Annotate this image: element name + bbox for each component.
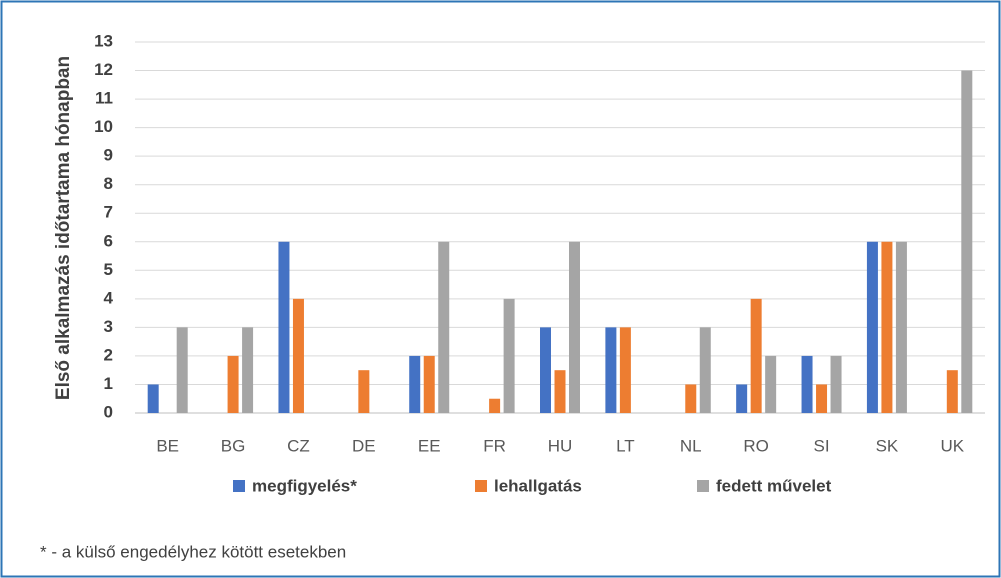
bar (801, 355, 813, 413)
legend-swatch (475, 480, 487, 492)
bar (699, 327, 711, 413)
legend-swatch (697, 480, 709, 492)
y-axis-label: Első alkalmazás időtartama hónapban (53, 56, 74, 400)
legend-swatch (233, 480, 245, 492)
y-tick-label: 0 (104, 402, 113, 421)
y-tick-label: 2 (104, 345, 113, 364)
x-tick-label: BG (221, 436, 246, 455)
bar (489, 398, 501, 413)
x-tick-label: EE (418, 436, 441, 455)
x-tick-label: UK (940, 436, 964, 455)
bar (358, 370, 370, 413)
y-tick-label: 4 (104, 288, 114, 307)
bar (946, 370, 958, 413)
bar (227, 355, 239, 413)
bar (736, 384, 748, 413)
y-tick-label: 10 (94, 117, 113, 136)
bar (147, 384, 159, 413)
bar (765, 355, 777, 413)
bar (176, 327, 188, 413)
y-tick-label: 7 (104, 203, 113, 222)
bar (685, 384, 697, 413)
y-tick-label: 1 (104, 374, 113, 393)
x-tick-label: CZ (287, 436, 310, 455)
y-tick-label: 11 (95, 89, 113, 108)
bar (605, 327, 617, 413)
y-tick-label: 13 (94, 31, 113, 50)
bar (292, 298, 304, 413)
bar (540, 327, 551, 413)
bar (242, 327, 254, 413)
footnote: * - a külső engedélyhez kötött esetekben (40, 542, 346, 561)
bar (554, 370, 566, 413)
bar (503, 298, 515, 413)
x-tick-label: HU (548, 436, 573, 455)
bar (569, 241, 580, 413)
y-tick-label: 3 (104, 317, 113, 336)
bar (619, 327, 631, 413)
bar (895, 241, 907, 413)
x-tick-label: LT (616, 436, 635, 455)
bar (438, 241, 450, 413)
bar (750, 298, 762, 413)
bar (423, 355, 435, 413)
y-tick-label: 5 (104, 260, 113, 279)
bar (881, 241, 893, 413)
x-tick-label: NL (680, 436, 702, 455)
bar (409, 355, 421, 413)
y-tick-label: 6 (104, 231, 113, 250)
bar (816, 384, 828, 413)
bar (961, 70, 973, 414)
y-tick-label: 9 (104, 146, 113, 165)
y-tick-label: 8 (104, 174, 113, 193)
bar (866, 241, 878, 413)
legend-label: megfigyelés* (252, 476, 357, 495)
bar (830, 355, 842, 413)
x-tick-label: SI (814, 436, 830, 455)
y-tick-label: 12 (94, 60, 113, 79)
x-tick-label: BE (156, 436, 179, 455)
legend-label: lehallgatás (494, 476, 582, 495)
x-tick-label: FR (483, 436, 506, 455)
x-tick-label: DE (352, 436, 376, 455)
legend-label: fedett művelet (716, 476, 832, 495)
x-tick-label: SK (876, 436, 899, 455)
bar (278, 241, 290, 413)
x-tick-label: RO (743, 436, 769, 455)
